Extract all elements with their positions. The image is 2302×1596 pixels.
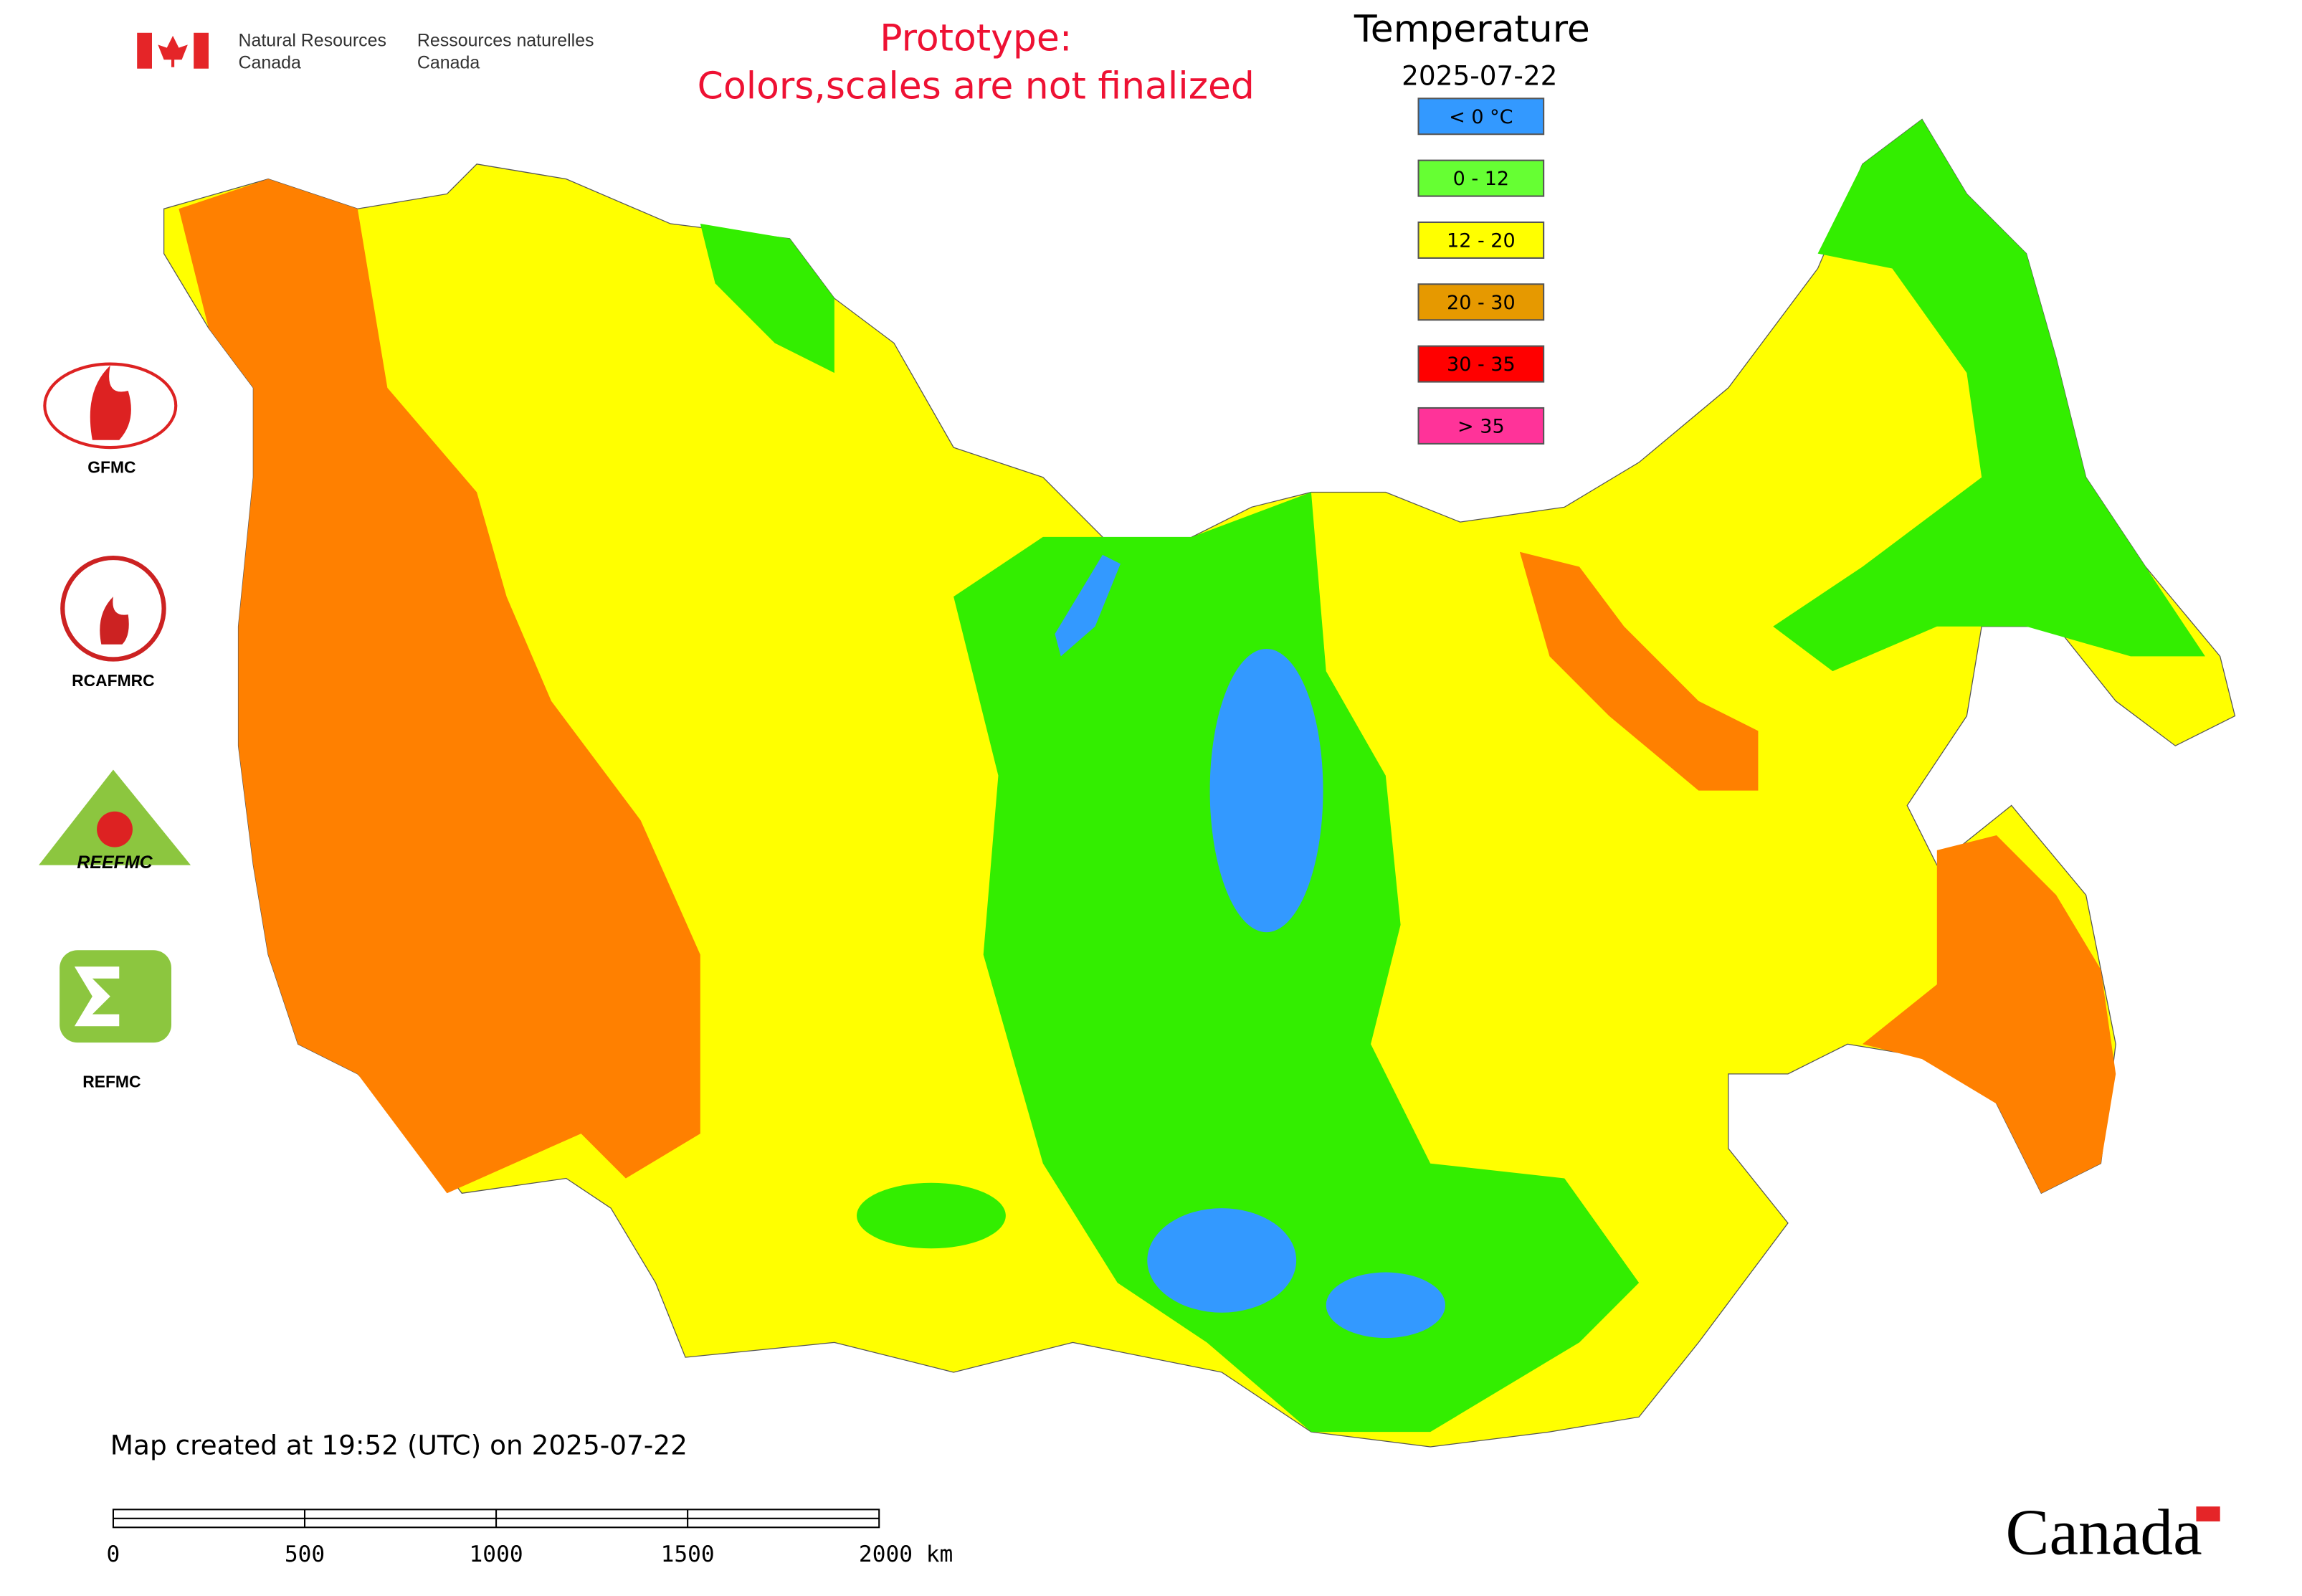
region-blue xyxy=(1055,554,1121,657)
region-blue xyxy=(1209,648,1323,933)
region-green xyxy=(857,1182,1006,1249)
logo-label: RCAFMRC xyxy=(72,671,155,690)
logo-label: REFMC xyxy=(82,1073,141,1091)
region-green xyxy=(700,224,834,374)
legend-swatch xyxy=(1417,98,1545,136)
scale-bar: 0 500 1000 1500 2000 km xyxy=(107,1509,953,1567)
region-blue xyxy=(1147,1208,1297,1313)
maple-leaf xyxy=(158,35,188,67)
legend-swatch xyxy=(1417,345,1545,383)
agency-en: Canada xyxy=(239,53,301,73)
legend-label: > 35 xyxy=(1457,416,1505,438)
wordmark-flag xyxy=(2196,1506,2220,1521)
legend-swatch xyxy=(1417,407,1545,445)
logo-flame xyxy=(100,597,129,645)
legend-title: Temperature xyxy=(1354,8,1590,51)
flag-right xyxy=(194,32,209,69)
land xyxy=(163,118,2236,1448)
notice: Prototype: xyxy=(880,17,1072,60)
region-green xyxy=(953,492,1640,1433)
scale-label: 0 xyxy=(107,1542,120,1567)
notice: Colors,scales are not finalized xyxy=(698,65,1255,108)
legend-swatch xyxy=(1417,221,1545,259)
logo-rcafmrc xyxy=(60,555,166,662)
logo-sigma xyxy=(74,966,120,1027)
agency-fr: Canada xyxy=(417,53,480,73)
legend-label: 20 - 30 xyxy=(1447,292,1516,314)
legend-label: 0 - 12 xyxy=(1453,168,1509,190)
legend: Temperature 2025-07-22 < 0 °C 0 - 12 12 - … xyxy=(1354,8,1590,445)
legend-swatch xyxy=(1417,159,1545,197)
logo-refmc xyxy=(60,950,172,1043)
flag-left xyxy=(137,32,152,69)
scale-label: 1000 xyxy=(470,1542,523,1567)
logo-gfmc xyxy=(43,362,178,450)
legend-swatch xyxy=(1417,283,1545,321)
agency-en: Natural Resources xyxy=(239,30,386,50)
region-orange xyxy=(1519,551,1759,791)
created-note: Map created at 19:52 (UTC) on 2025-07-22 xyxy=(110,1429,688,1460)
legend-label: 30 - 35 xyxy=(1447,353,1516,376)
logo-flame xyxy=(90,365,131,440)
legend-label: 12 - 20 xyxy=(1447,230,1516,252)
scale-label: 2000 km xyxy=(859,1542,953,1567)
logo-label: GFMC xyxy=(87,457,135,476)
agency-fr: Ressources naturelles xyxy=(417,30,594,50)
region-orange xyxy=(1862,835,2116,1194)
agency-header: Natural Resources Canada Ressources natu… xyxy=(137,30,594,73)
scale-label: 500 xyxy=(285,1542,325,1567)
logo-label: REEFMC xyxy=(77,852,153,873)
logos: GFMC RCAFMRC REEFMC REFMC xyxy=(39,362,191,1091)
region-green xyxy=(1773,119,2205,672)
region-blue xyxy=(1326,1272,1445,1339)
scale-label: 1500 xyxy=(661,1542,715,1567)
legend-label: < 0 °C xyxy=(1449,106,1513,128)
legend-date: 2025-07-22 xyxy=(1402,60,1557,92)
logo-flame xyxy=(97,811,133,847)
region-orange xyxy=(179,179,700,1194)
canada-wordmark: Canada xyxy=(2005,1496,2202,1569)
